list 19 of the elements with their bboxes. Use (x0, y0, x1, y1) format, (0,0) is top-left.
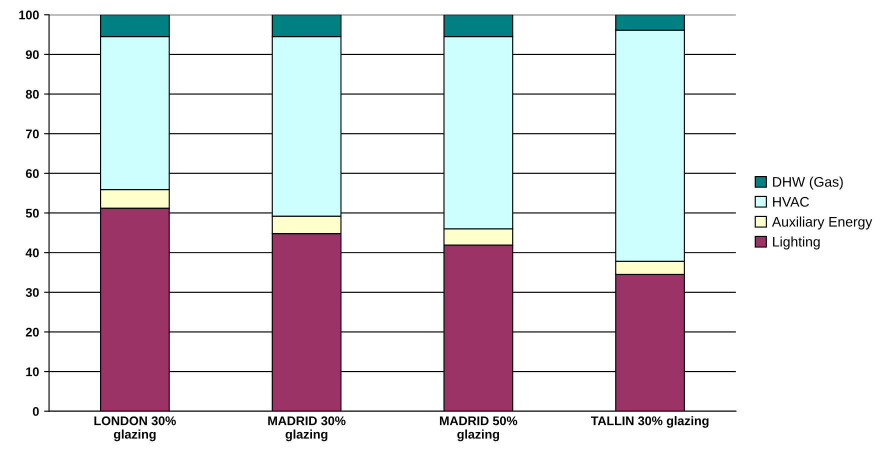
x-tick-label: TALLIN 30% glazing (590, 416, 708, 428)
y-tick-label: 0 (32, 407, 39, 416)
y-tick-label: 100 (19, 10, 39, 20)
legend-label: DHW (Gas) (773, 176, 843, 190)
y-tick-label: 20 (26, 328, 39, 337)
legend-label: HVAC (773, 196, 809, 207)
x-tick-label: MADRID 50% glazing (440, 416, 518, 442)
x-tick-label: LONDON 30% glazing (94, 416, 176, 442)
legend-label: Lighting (773, 236, 820, 250)
y-tick-label: 40 (26, 248, 39, 258)
y-tick-label: 80 (26, 90, 39, 99)
y-tick-label: 90 (26, 50, 39, 60)
y-tick-label: 60 (26, 169, 39, 178)
y-tick-label: 10 (26, 367, 39, 376)
legend-label: Auxiliary Energy (772, 216, 872, 230)
y-tick-label: 30 (26, 288, 39, 297)
x-tick-label: MADRID 30% glazing (268, 416, 346, 442)
y-tick-label: 50 (26, 208, 39, 218)
y-tick-label: 70 (26, 129, 39, 138)
